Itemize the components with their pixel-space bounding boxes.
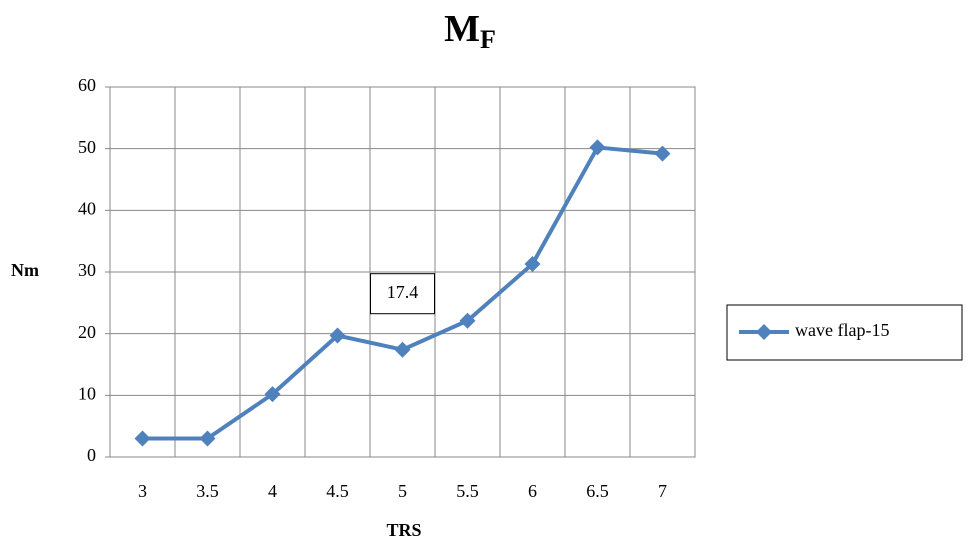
data-point: [589, 139, 606, 156]
y-tick-label: 50: [78, 137, 96, 157]
title-subscript: F: [480, 25, 496, 54]
x-tick-label: 3: [138, 481, 147, 501]
y-tick-label: 20: [78, 322, 96, 342]
x-tick-label: 6.5: [586, 481, 609, 501]
chart-title: MF: [444, 8, 496, 54]
data-point: [329, 327, 346, 344]
data-point: [134, 430, 151, 447]
x-tick-label: 4.5: [326, 481, 349, 501]
data-point: [524, 255, 541, 272]
y-tick-label: 40: [78, 198, 96, 218]
data-point: [199, 430, 216, 447]
legend-marker: [756, 324, 772, 340]
x-tick-label: 3.5: [196, 481, 219, 501]
data-label: 17.4: [387, 282, 419, 302]
y-tick-label: 60: [78, 75, 96, 95]
x-tick-label: 6: [528, 481, 537, 501]
data-point: [264, 386, 281, 403]
x-tick-label: 7: [658, 481, 667, 501]
y-tick-label: 10: [78, 383, 96, 403]
x-tick-label: 5: [398, 481, 407, 501]
data-point: [459, 312, 476, 329]
y-tick-label: 30: [78, 260, 96, 280]
y-axis-label: Nm: [11, 260, 39, 280]
data-point: [654, 145, 671, 162]
legend-label: wave flap-15: [795, 320, 889, 340]
x-tick-label: 4: [268, 481, 277, 501]
plot-frame: [109, 86, 696, 458]
data-point: [394, 341, 411, 358]
x-axis-label: TRS: [386, 520, 421, 540]
x-tick-label: 5.5: [456, 481, 479, 501]
title-main: M: [444, 8, 480, 50]
data-label-box: [370, 273, 435, 315]
y-tick-label: 0: [87, 445, 96, 465]
